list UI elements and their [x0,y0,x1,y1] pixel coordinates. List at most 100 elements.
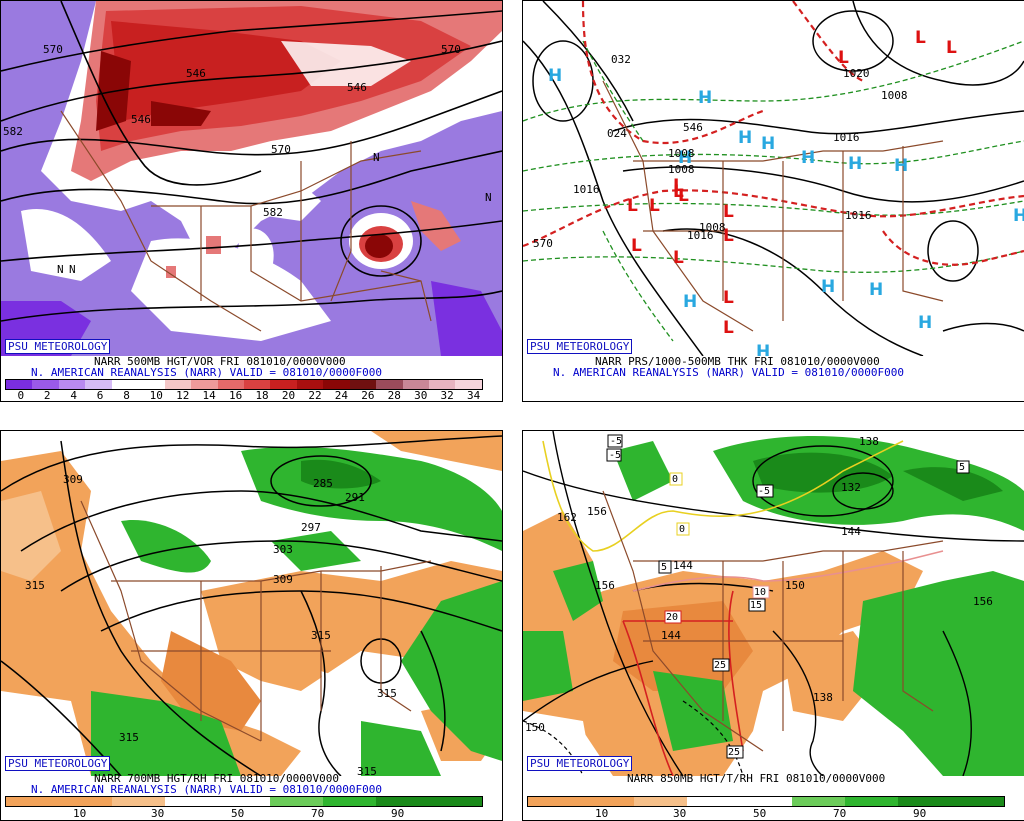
svg-text:H: H [869,280,883,300]
svg-text:L: L [631,236,642,256]
colorbar-swatch [429,380,456,389]
panel-title: NARR 700MB HGT/RH FRI 081010/0000V000 [94,772,340,785]
psu-logo: PSU METEOROLOGY [5,339,111,354]
colorbar-tick: 14 [202,389,216,402]
isotherm-label: 10 [754,587,766,598]
contour-label: N [57,263,64,276]
contour-label: 285 [313,477,333,490]
svg-text:L: L [723,226,734,246]
colorbar-swatch [85,380,112,389]
colorbar-swatch [349,380,377,389]
colorbar-swatch [323,380,350,389]
svg-text:H: H [738,128,752,148]
svg-text:H: H [548,66,562,86]
rh-colorbar [527,796,1005,807]
colorbar-tick: 70 [311,807,325,820]
psu-logo: PSU METEOROLOGY [5,756,111,771]
isotherm-label: -5 [758,486,770,497]
contour-label: 1008 [668,147,695,160]
contour-label: 156 [587,505,607,518]
contour-label: 309 [63,473,83,486]
isotherm-label: 25 [728,747,740,758]
colorbar-tick: 28 [387,389,401,402]
svg-text:L: L [678,186,689,206]
svg-text:L: L [673,182,684,202]
colorbar-tick: 32 [440,389,454,402]
svg-text:H: H [918,313,932,333]
vorticity-colorbar [5,379,483,390]
svg-text:L: L [723,318,734,338]
isotherm-label: 15 [750,600,762,611]
colorbar-swatch [58,380,86,389]
contour-label: 546 [347,81,367,94]
contour-label: 291 [345,491,365,504]
colorbar-tick: 18 [255,389,269,402]
contour-label: 315 [25,579,45,592]
isotherm-label: -5 [609,450,621,461]
contour-label: 144 [841,525,861,538]
colorbar-swatch [164,380,192,389]
contour-label: 162 [557,511,577,524]
panel-title: NARR 850MB HGT/T/RH FRI 081010/0000V000 [627,772,886,785]
svg-text:L: L [649,196,660,216]
colorbar-swatch [6,380,33,389]
t850-map: -5 -5 5 5 -5 0 0 10 15 20 25 25 162 156 … [523,431,1024,776]
panel-500mb-vorticity: 570 582 546 570 582 546 570 546 N N N N … [0,0,503,402]
colorbar-tick: 30 [414,389,428,402]
contour-label: 1016 [845,209,872,222]
contour-label: N [373,151,380,164]
contour-label: 546 [131,113,151,126]
contour-label: 1020 [843,67,870,80]
contour-label: 1008 [668,163,695,176]
panel-700mb-rh: 309 315 285 291 297 303 309 315 315 315 … [0,430,503,821]
isotherm-label: -5 [610,436,622,447]
svg-text:L: L [838,48,849,68]
colorbar-swatch [243,380,271,389]
colorbar-swatch [376,380,403,389]
colorbar-swatch [270,380,297,389]
contour-label: 546 [683,121,703,134]
panel-850mb-temp-rh: -5 -5 5 5 -5 0 0 10 15 20 25 25 162 156 … [522,430,1024,821]
panel-title: NARR 500MB HGT/VOR FRI 081010/0000V000 [94,355,346,368]
contour-label: 297 [301,521,321,534]
colorbar-tick: 30 [673,807,687,820]
svg-text:L: L [673,176,684,196]
colorbar-tick: 0 [17,389,25,402]
colorbar-tick: 26 [361,389,375,402]
contour-label: 1008 [881,89,908,102]
isotherm-label: 25 [714,660,726,671]
colorbar-swatch [217,380,244,389]
svg-text:H: H [683,292,697,312]
pressure-map: H H H H H H H H H H H H H H L L L L L L … [523,1,1024,356]
colorbar-tick: 24 [334,389,349,402]
svg-text:H: H [848,154,862,174]
panel-subtitle: N. AMERICAN REANALYSIS (NARR) VALID = 08… [553,366,904,379]
contour-label: 570 [533,237,553,250]
contour-label: 1016 [833,131,860,144]
panel-pressure-thickness: H H H H H H H H H H H H H H L L L L L L … [522,0,1024,402]
panel-title: NARR PRS/1000-500MB THK FRI 081010/0000V… [595,355,880,368]
colorbar-tick: 20 [281,389,296,402]
colorbar-tick: 16 [229,389,243,402]
colorbar-tick: 6 [96,389,104,402]
colorbar-tick: 34 [467,389,481,402]
svg-text:L: L [723,202,734,222]
svg-text:L: L [915,28,926,48]
colorbar-tick: 8 [123,389,130,402]
colorbar-tick: 10 [149,389,163,402]
colorbar-swatch [296,380,324,389]
contour-label: 144 [673,559,693,572]
colorbar-swatch [111,380,139,389]
colorbar-tick: 90 [391,807,405,820]
contour-label: 1008 [699,221,726,234]
contour-label: 315 [357,765,377,776]
contour-label: 570 [43,43,63,56]
isotherm-label: 0 [679,524,685,535]
svg-text:H: H [1013,206,1024,226]
contour-label: 570 [441,43,461,56]
panel-subtitle: N. AMERICAN REANALYSIS (NARR) VALID = 08… [31,783,382,796]
colorbar-tick: 2 [43,389,51,402]
contour-label: N [69,263,76,276]
rh-colorbar [5,796,483,807]
contour-label: 582 [3,125,23,138]
